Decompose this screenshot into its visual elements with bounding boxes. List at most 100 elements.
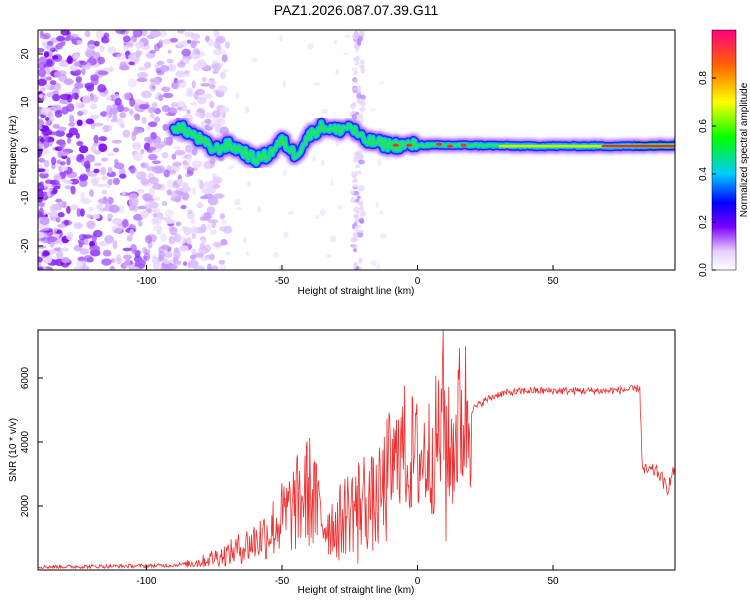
noise-speck [117,117,124,126]
noise-speck [68,122,76,127]
noise-speck [75,132,80,139]
noise-layer [38,30,387,270]
noise-speck [370,108,377,112]
noise-speck [144,61,152,69]
noise-speck [172,161,182,167]
spectrogram-x-tick-label: -100 [136,276,156,287]
noise-speck [118,167,126,176]
snr-x-tick-label: -100 [136,576,156,587]
noise-speck [102,124,110,133]
noise-speck [147,106,154,114]
noise-speck [169,37,179,43]
noise-speck [190,40,197,49]
noise-speck [75,76,82,84]
noise-speck [246,181,251,187]
noise-speck [112,147,120,153]
noise-speck [319,209,326,216]
noise-speck [99,45,105,53]
noise-speck [360,94,366,100]
colorbar-label: Normalized spectral amplitude [739,82,750,217]
noise-speck [91,51,100,59]
noise-speck [132,152,143,161]
noise-speck [84,238,89,246]
noise-speck [161,152,169,159]
noise-speck [78,145,89,154]
noise-speck [137,71,148,79]
noise-speck [183,226,192,236]
noise-speck [86,43,97,50]
noise-speck [159,64,170,72]
noise-speck [172,249,181,259]
noise-speck [190,254,197,260]
noise-speck [355,55,360,63]
noise-speck [78,241,83,248]
noise-speck [136,77,148,83]
noise-speck [54,71,61,78]
noise-speck [196,202,204,209]
spectrogram-x-tick-label: 50 [547,276,559,287]
noise-speck [38,141,44,150]
noise-speck [152,212,157,218]
noise-speck [117,204,125,214]
noise-speck [342,52,349,56]
noise-speck [107,213,113,220]
noise-speck [354,214,360,219]
noise-speck [107,166,113,174]
noise-speck [122,218,129,228]
noise-speck [66,56,74,65]
noise-speck [370,260,377,266]
spectrogram-x-tick-label: -50 [275,276,290,287]
noise-speck [217,37,225,44]
noise-speck [203,244,212,253]
noise-speck [221,218,227,225]
noise-speck [61,151,69,156]
noise-speck [357,153,364,159]
noise-speck [221,54,228,63]
colorbar-gradient [711,29,737,271]
noise-speck [359,107,366,112]
noise-speck [358,185,365,192]
noise-speck [131,132,137,142]
noise-speck [184,70,190,75]
noise-speck [142,246,148,254]
snr-series-line [38,330,675,570]
noise-speck [326,253,332,259]
noise-speck [73,40,78,45]
noise-speck [97,83,107,93]
noise-speck [160,244,170,250]
noise-speck [66,31,71,37]
noise-speck [115,30,126,35]
noise-speck [353,206,360,213]
noise-speck [164,209,174,217]
noise-speck [93,134,99,144]
noise-speck [38,94,43,99]
noise-speck [59,93,71,100]
spectrogram-y-tick-label: 20 [20,48,31,60]
noise-speck [212,48,222,56]
noise-speck [175,260,182,266]
noise-speck [179,73,191,78]
noise-speck [134,266,140,270]
noise-speck [51,182,62,188]
noise-speck [38,266,44,270]
noise-speck [350,190,355,196]
noise-speck [251,57,258,62]
noise-speck [86,220,96,230]
noise-speck [358,266,363,270]
noise-speck [169,226,178,236]
noise-speck [184,173,191,178]
noise-speck [175,79,184,84]
noise-speck [350,103,356,110]
noise-speck [49,203,58,213]
noise-speck [243,236,247,244]
noise-speck [54,233,60,239]
noise-speck [119,173,127,179]
noise-speck [163,169,170,178]
noise-speck [122,35,131,43]
noise-speck [158,94,164,102]
noise-speck [122,129,131,138]
noise-speck [360,59,365,65]
noise-speck [140,148,145,155]
noise-speck [256,206,262,213]
noise-speck [117,105,125,113]
